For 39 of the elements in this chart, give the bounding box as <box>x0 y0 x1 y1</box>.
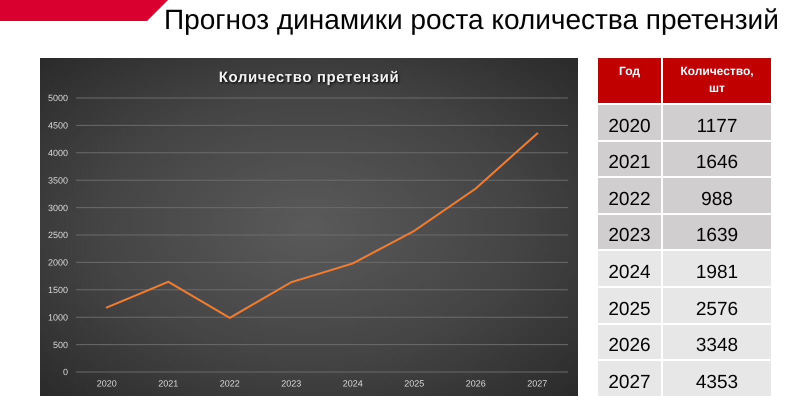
y-tick-label: 1000 <box>48 312 68 322</box>
text: 4353 <box>696 372 738 393</box>
x-tick-label: 2021 <box>158 378 178 388</box>
chart-title: Прогноз динамики роста количества претензий <box>164 3 779 37</box>
text: 1177 <box>696 116 738 137</box>
x-tick-label: 2025 <box>404 378 424 388</box>
category-label: 2024 <box>608 262 651 283</box>
line-series <box>106 132 538 319</box>
text: 1639 <box>696 225 738 246</box>
y-tick-label: 4500 <box>48 120 68 131</box>
category-label: 2020 <box>608 116 651 137</box>
text: Количество, шт <box>680 64 754 95</box>
x-tick-label: 2026 <box>466 378 486 388</box>
y-tick-label: 500 <box>52 340 68 350</box>
text: 3348 <box>696 335 738 356</box>
y-tick-label: 3000 <box>48 202 68 213</box>
y-tick-label: 2500 <box>48 230 68 240</box>
x-tick-label: 2020 <box>96 378 117 388</box>
text: 1981 <box>696 262 738 283</box>
text: 2576 <box>696 298 738 320</box>
x-tick-label: 2022 <box>220 378 240 388</box>
x-tick-label: 2023 <box>281 378 302 388</box>
chart-subtitle: Количество претензий <box>218 69 400 86</box>
category-label: 2021 <box>608 152 651 174</box>
y-tick-label: 5000 <box>48 93 68 104</box>
x-tick-label: 2024 <box>342 378 363 388</box>
y-tick-label: 4000 <box>48 148 68 158</box>
y-tick-label: 2000 <box>48 258 68 268</box>
category-label: 2023 <box>608 225 651 246</box>
text: Год <box>619 64 640 78</box>
y-tick-label: 1500 <box>48 284 68 295</box>
category-label: 2022 <box>608 188 651 210</box>
text: 988 <box>701 188 733 210</box>
category-label: 2026 <box>608 335 651 356</box>
y-tick-label: 0 <box>62 367 68 378</box>
y-tick-label: 3500 <box>48 175 68 186</box>
text: 1646 <box>696 152 738 174</box>
category-label: 2025 <box>608 298 651 320</box>
x-tick-label: 2027 <box>527 378 548 388</box>
